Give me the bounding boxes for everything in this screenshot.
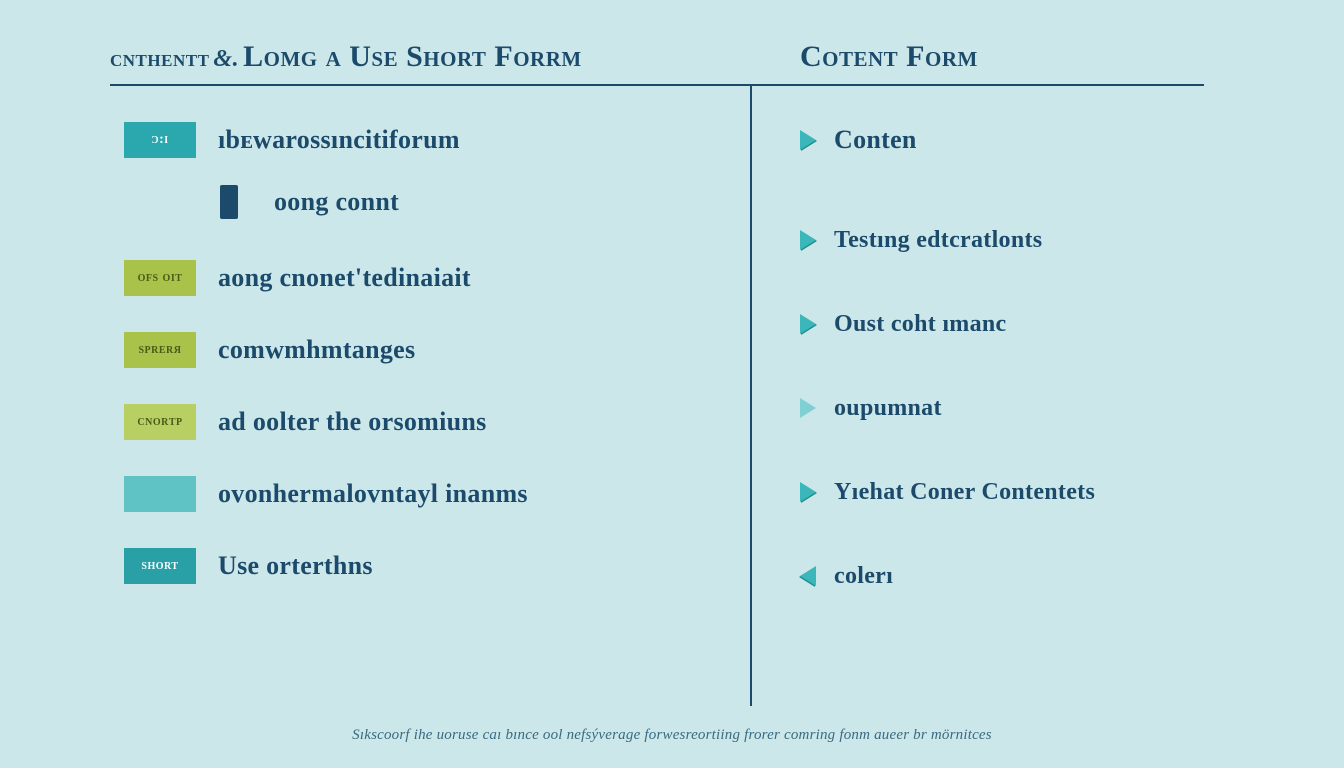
left-text: oong connt bbox=[274, 187, 399, 217]
header-left-big: Lomg a Use Short Forrm bbox=[243, 40, 582, 73]
right-row: Oust coht ımanc bbox=[800, 298, 1240, 350]
left-text: comwmhmtanges bbox=[218, 335, 415, 365]
arrow-icon bbox=[800, 482, 816, 502]
left-row: ɔ:ı ıbᴇwarossıncitiforum bbox=[124, 114, 740, 166]
tag-badge bbox=[124, 476, 196, 512]
left-row: short Use orterthns bbox=[124, 540, 740, 592]
arrow-icon bbox=[800, 130, 816, 150]
footer-caption: Sıkscoorf ihe uoruse caı bınce ool nefsý… bbox=[0, 727, 1344, 744]
left-text: ovonhermalovntayl inanms bbox=[218, 479, 528, 509]
header-left-small: cnthentt bbox=[110, 46, 209, 72]
comparison-infographic: cnthentt &. Lomg a Use Short Forrm Coten… bbox=[100, 40, 1244, 634]
tag-badge: cnorтp bbox=[124, 404, 196, 440]
right-text: Testıng edtcratlonts bbox=[834, 227, 1042, 254]
arrow-back-icon bbox=[800, 566, 816, 586]
header-right-text: Cotent Form bbox=[800, 40, 978, 73]
header-row: cnthentt &. Lomg a Use Short Forrm Coten… bbox=[100, 40, 1244, 86]
left-text: aong cnonet'tedinaiait bbox=[218, 263, 471, 293]
left-row: ovonhermalovntayl inanms bbox=[124, 468, 740, 520]
tag-badge: ɔ:ı bbox=[124, 122, 196, 158]
left-row: ofs oıт aong cnonet'tedinaiait bbox=[124, 252, 740, 304]
header-right: Cotent Form bbox=[740, 40, 1240, 86]
tag-badge: sprerя bbox=[124, 332, 196, 368]
header-left: cnthentt &. Lomg a Use Short Forrm bbox=[100, 40, 740, 86]
right-text: oupumnat bbox=[834, 395, 942, 422]
stub-icon bbox=[220, 185, 238, 219]
body: ɔ:ı ıbᴇwarossıncitiforum oong connt ofs … bbox=[100, 86, 1244, 634]
right-text: Yıehat Coner Contentets bbox=[834, 479, 1095, 506]
right-text: Conten bbox=[834, 125, 917, 155]
right-column: Conten Testıng edtcratlonts Oust coht ım… bbox=[740, 114, 1240, 634]
left-text: ıbᴇwarossıncitiforum bbox=[218, 125, 460, 155]
tag-badge: short bbox=[124, 548, 196, 584]
arrow-icon bbox=[800, 230, 816, 250]
arrow-icon bbox=[800, 314, 816, 334]
left-subrow: oong connt bbox=[220, 176, 740, 228]
left-column: ɔ:ı ıbᴇwarossıncitiforum oong connt ofs … bbox=[100, 114, 740, 634]
left-row: sprerя comwmhmtanges bbox=[124, 324, 740, 376]
right-row: Testıng edtcratlonts bbox=[800, 214, 1240, 266]
arrow-icon bbox=[800, 398, 816, 418]
left-text: Use orterthns bbox=[218, 551, 373, 581]
right-text: colerı bbox=[834, 563, 893, 590]
left-text: ad oolter the orsomiuns bbox=[218, 407, 487, 437]
vertical-divider bbox=[750, 86, 752, 706]
right-row: Yıehat Coner Contentets bbox=[800, 466, 1240, 518]
left-row: cnorтp ad oolter the orsomiuns bbox=[124, 396, 740, 448]
right-row: colerı bbox=[800, 550, 1240, 602]
tag-badge: ofs oıт bbox=[124, 260, 196, 296]
right-row: oupumnat bbox=[800, 382, 1240, 434]
header-left-amp: &. bbox=[213, 46, 239, 72]
right-text: Oust coht ımanc bbox=[834, 311, 1007, 338]
right-row: Conten bbox=[800, 114, 1240, 166]
